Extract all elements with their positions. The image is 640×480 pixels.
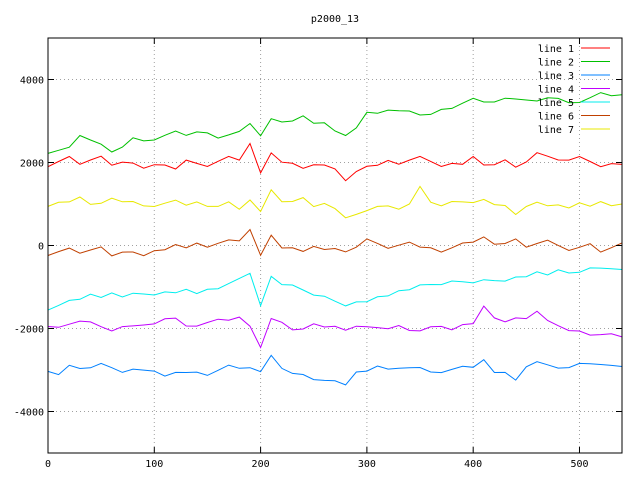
x-tick-label: 500 (570, 459, 588, 470)
axis-ticks: 0 100 200 300 400 500 -4000 -2000 0 2000 4000 (14, 38, 622, 470)
legend-label: line 6 (538, 112, 574, 123)
series-line-3 (47, 354, 623, 386)
y-tick-label: 2000 (20, 159, 44, 170)
series-group (47, 92, 623, 386)
series-line-1 (47, 142, 623, 182)
x-tick-label: 100 (145, 459, 163, 470)
y-tick-label: 4000 (20, 76, 44, 87)
series-line-7 (47, 185, 623, 219)
y-tick-label: -2000 (14, 325, 44, 336)
series-line-5 (47, 267, 623, 311)
y-tick-label: -4000 (14, 408, 44, 419)
legend-label: line 5 (538, 98, 574, 109)
chart-title: p2000_13 (311, 14, 359, 25)
x-tick-label: 0 (45, 459, 51, 470)
series-line-2 (47, 92, 623, 154)
y-tick-label: 0 (38, 242, 44, 253)
x-tick-label: 300 (358, 459, 376, 470)
plot-frame (47, 37, 623, 454)
x-tick-label: 200 (252, 459, 270, 470)
legend: line 1 line 2 line 3 line 4 line 5 line 6 line… (538, 44, 610, 136)
legend-label: line 1 (538, 44, 574, 55)
x-tick-label: 400 (464, 459, 482, 470)
series-line-4 (47, 305, 623, 349)
grid (48, 38, 622, 453)
series-line-6 (47, 228, 623, 257)
legend-label: line 7 (538, 125, 574, 136)
legend-label: line 4 (538, 85, 574, 96)
legend-label: line 3 (538, 71, 574, 82)
legend-label: line 2 (538, 58, 574, 69)
